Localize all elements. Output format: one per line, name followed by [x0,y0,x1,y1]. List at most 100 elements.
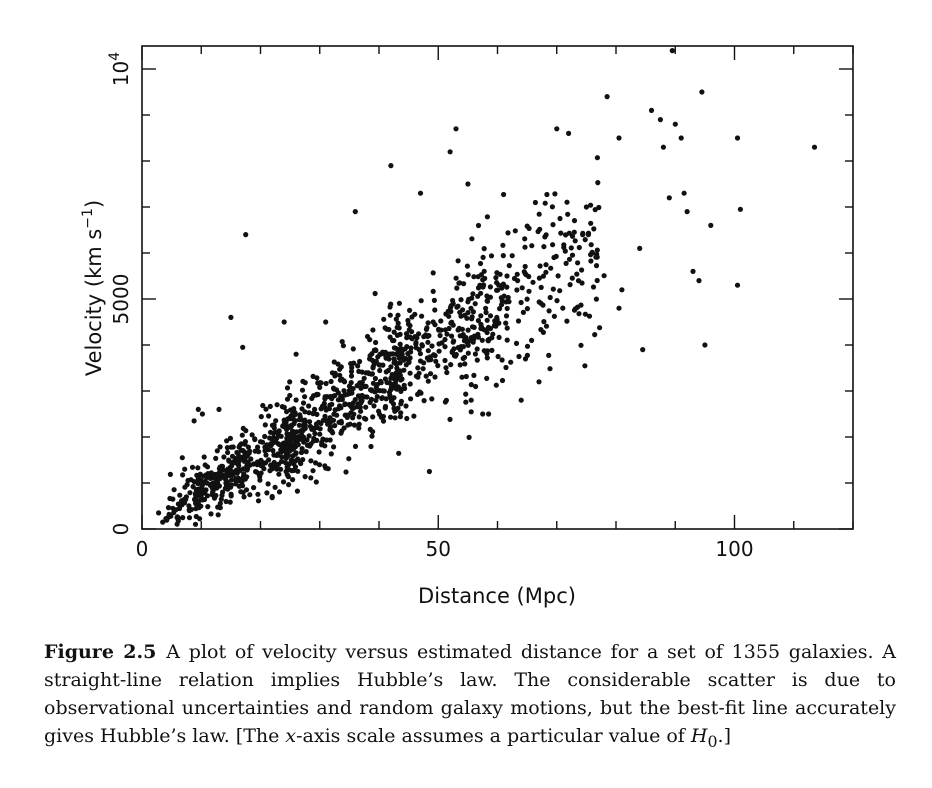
data-point [371,361,377,367]
data-point [229,463,235,469]
data-point [340,343,346,349]
data-point [601,273,607,279]
data-point [396,355,402,361]
data-point [508,359,514,365]
data-point [518,397,524,403]
data-point [380,418,387,424]
data-point [708,222,714,228]
data-point [329,401,335,407]
data-point [436,348,442,354]
data-point [484,298,490,304]
data-point [501,191,507,198]
data-point [251,485,257,491]
data-point [552,191,558,197]
data-point [485,337,491,343]
data-point [323,319,329,325]
data-point [604,94,610,100]
data-point [465,310,471,316]
data-point [341,378,347,384]
data-point [594,155,601,161]
data-point [204,480,210,486]
data-point [408,345,414,351]
data-point [463,391,469,397]
data-point [385,367,391,374]
data-point [291,406,297,412]
data-point [373,347,379,354]
y-tick-label-base: 10 [109,61,133,86]
data-point [564,318,570,324]
data-point [462,354,468,360]
data-point [263,406,269,412]
data-point [477,260,484,267]
data-point [408,349,414,355]
data-point [285,416,291,422]
data-point [160,519,166,525]
data-point [469,316,475,322]
data-point [270,447,276,454]
data-point [285,437,291,443]
data-point [432,307,438,313]
data-point [450,297,456,304]
data-point [338,430,344,436]
data-point [338,405,344,411]
data-point [377,378,384,384]
data-point [588,242,594,248]
data-point [201,454,207,460]
data-point [565,211,571,217]
data-point [398,410,404,416]
data-point [395,320,401,326]
data-point [217,500,223,507]
data-point [356,421,362,427]
data-point [279,449,285,455]
data-point [195,465,201,471]
data-point [295,468,301,474]
data-point [535,228,541,235]
data-point [384,379,390,386]
data-point [551,313,558,319]
data-point [393,345,399,351]
data-point [578,342,584,348]
data-point [445,308,451,314]
data-point [403,403,409,409]
data-point [480,411,486,417]
data-point [312,430,318,437]
data-point [415,365,421,371]
data-point [322,413,328,419]
data-point [446,313,452,319]
data-point [394,365,400,371]
data-point [547,366,553,372]
data-point [350,346,356,352]
data-point [285,452,291,459]
data-point [356,414,362,420]
data-point [358,385,364,391]
data-point [267,468,273,474]
data-point [273,418,279,424]
data-point [370,365,376,371]
data-point [255,491,261,497]
data-point [561,244,567,250]
data-point [293,450,299,456]
data-point [284,396,291,402]
data-point [475,331,481,337]
data-point [465,350,471,356]
data-point [538,284,544,290]
data-point [503,364,509,371]
data-point [447,149,453,155]
data-point [299,432,305,438]
data-point [373,339,379,346]
data-point [317,431,323,437]
data-point [453,126,459,132]
data-point [648,107,655,113]
data-point [483,309,489,316]
data-point [208,511,214,517]
data-point [463,373,469,380]
data-point [370,429,376,435]
data-point [456,280,462,286]
data-point [657,117,664,123]
data-point [450,322,456,328]
data-point [175,518,181,524]
data-point [226,469,232,475]
data-point [560,305,566,311]
data-point [219,492,225,498]
data-point [393,316,399,322]
